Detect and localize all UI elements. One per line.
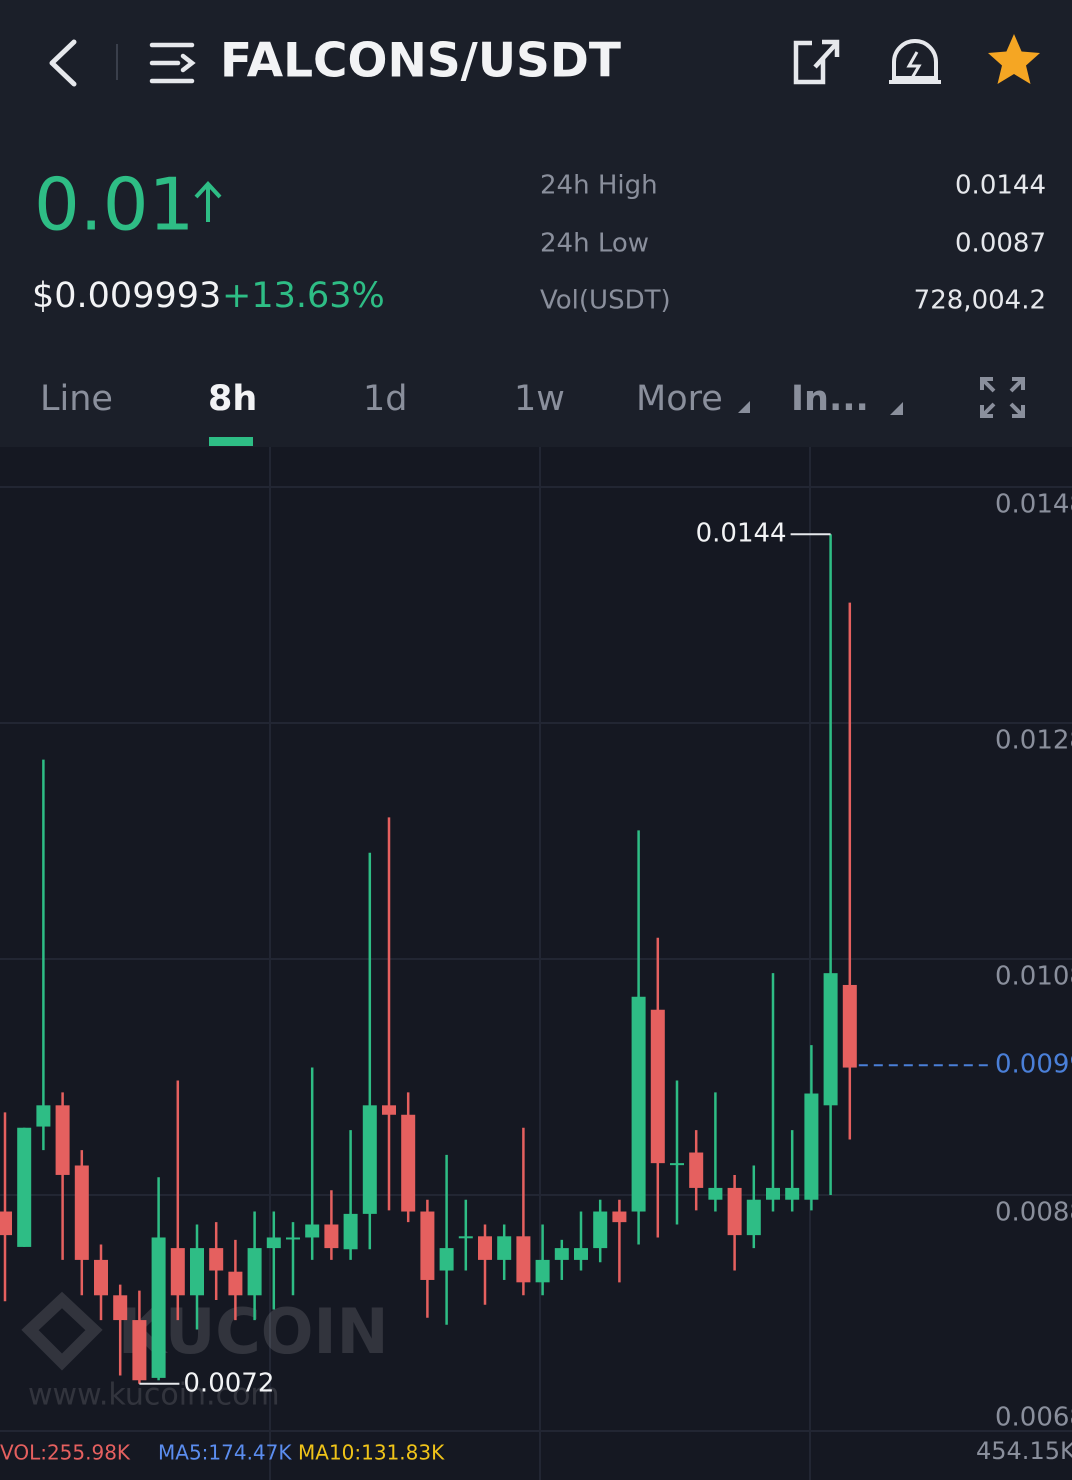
high-marker-label: 0.0144 (696, 519, 787, 549)
menu-button[interactable] (149, 42, 196, 84)
tab[interactable]: 1w (514, 379, 565, 419)
candle-body (746, 1199, 761, 1236)
candle-body (554, 1248, 569, 1260)
stat-value: 0.0087 (955, 229, 1046, 259)
candle-body (842, 984, 857, 1068)
y-tick-label: 0.0088 (995, 1198, 1072, 1228)
vertical-grid (269, 447, 811, 1480)
candle-body (209, 1248, 224, 1271)
stat-value: 0.0144 (955, 171, 1046, 201)
candle-body (516, 1236, 531, 1283)
stat-value: 728,004.2 (914, 286, 1046, 316)
candle-body (151, 1237, 166, 1378)
candle-body (113, 1295, 128, 1321)
candle-body (36, 1105, 51, 1127)
tab[interactable]: More (636, 379, 723, 419)
share-button[interactable] (793, 39, 840, 85)
candle-body (305, 1224, 320, 1238)
y-tick-label: 0.0128 (995, 726, 1072, 756)
candle-body (804, 1093, 819, 1200)
candle-body (170, 1248, 185, 1296)
candle-body (458, 1236, 473, 1239)
tab[interactable]: Line (40, 379, 113, 419)
low-marker-label: 0.0072 (183, 1368, 274, 1398)
candle-body (823, 973, 838, 1106)
price-change: +13.63% (222, 276, 385, 316)
tab[interactable]: 1d (363, 379, 408, 419)
candle-body (94, 1259, 108, 1296)
candle-body (228, 1271, 243, 1296)
candle-body (55, 1105, 70, 1175)
fullscreen-button[interactable] (980, 377, 1025, 418)
dropdown-marker (890, 402, 903, 415)
candle-body (247, 1248, 262, 1296)
volume-axis-label: 454.15K (976, 1437, 1072, 1465)
stat-label: 24h Low (540, 229, 649, 259)
candle-body (766, 1187, 780, 1200)
candle-body (0, 1211, 12, 1236)
candles: 0.0148 0.0128 0.0108 0.0088 0.0068 0.0099 0.01… (0, 486, 1072, 1433)
candle-body (17, 1127, 32, 1247)
last-price: 0.01 (34, 163, 194, 247)
candle-body (74, 1165, 89, 1260)
candle-body (785, 1187, 800, 1200)
candle-body (382, 1105, 396, 1115)
tab[interactable]: In... (791, 379, 869, 419)
stat-label: Vol(USDT) (540, 286, 671, 316)
favorite-star[interactable] (988, 34, 1040, 84)
up-arrow (194, 181, 222, 222)
candle-body (324, 1224, 339, 1249)
candle-body (266, 1237, 281, 1249)
y-tick-label: 0.0148 (995, 490, 1072, 520)
vol-indicator: VOL:255.98K (0, 1441, 131, 1465)
candle-body (670, 1163, 684, 1166)
candle-body (420, 1211, 435, 1280)
tab-active[interactable]: 8h (208, 379, 257, 419)
candle-body (574, 1248, 588, 1260)
candle-body (439, 1248, 454, 1271)
candle-body (190, 1248, 204, 1296)
dropdown-marker (738, 401, 750, 413)
candle-body (478, 1236, 492, 1260)
stat-label: 24h High (540, 171, 658, 201)
ma5-indicator: MA5:174.47K (158, 1441, 292, 1465)
candle-body (689, 1152, 704, 1188)
pair-title: FALCONS/USDT (220, 34, 621, 89)
y-tick-label: 0.0068 (995, 1403, 1072, 1433)
candle-body (286, 1237, 300, 1240)
candle-body (401, 1114, 416, 1212)
candle-body (593, 1211, 608, 1249)
last-price-label: 0.0099 (995, 1050, 1072, 1080)
candle-body (535, 1259, 550, 1283)
alert-button[interactable] (889, 39, 941, 84)
y-tick-label: 0.0108 (995, 962, 1072, 992)
candle-body (343, 1213, 358, 1250)
tab-indicator (209, 437, 253, 446)
candle-body (631, 996, 646, 1212)
candle-body (362, 1105, 377, 1214)
candle-body (612, 1211, 627, 1223)
candle-body (650, 1009, 665, 1164)
candle-body (727, 1187, 742, 1236)
back-button[interactable] (49, 39, 77, 87)
usd-price: $0.009993 (32, 276, 221, 316)
candle-body (132, 1320, 147, 1381)
ma10-indicator: MA10:131.83K (298, 1441, 445, 1465)
candle-body (497, 1236, 512, 1260)
candle-body (708, 1187, 723, 1200)
